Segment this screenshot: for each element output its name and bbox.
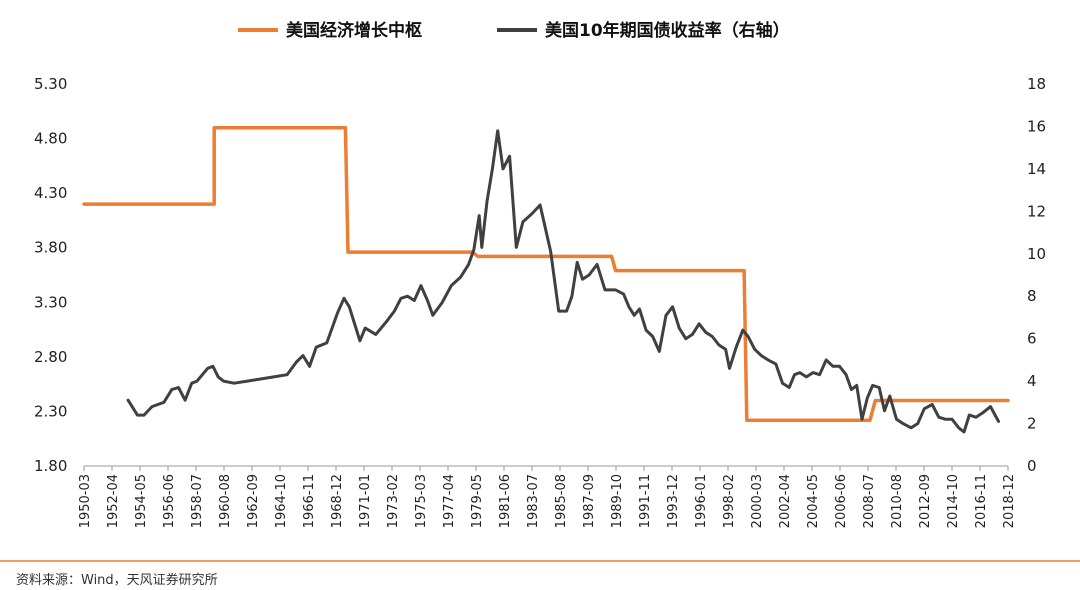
- x-tick-label: 2014-10: [946, 474, 961, 528]
- y-left-tick-label: 4.80: [34, 130, 67, 148]
- x-tick-label: 1977-04: [442, 474, 457, 528]
- x-tick-label: 1952-04: [106, 474, 121, 528]
- x-tick-label: 1960-08: [218, 474, 233, 528]
- legend-label-yield: 美国10年期国债收益率（右轴）: [545, 20, 790, 41]
- x-tick-label: 2010-08: [890, 474, 905, 528]
- x-tick-label: 1996-01: [694, 474, 709, 528]
- y-right-tick-label: 16: [1027, 117, 1046, 135]
- y-right-tick-label: 8: [1027, 287, 1037, 305]
- legend: 美国经济增长中枢 美国10年期国债收益率（右轴）: [238, 20, 790, 41]
- x-tick-label: 1993-12: [666, 474, 681, 528]
- x-tick-label: 1958-07: [190, 474, 205, 528]
- series: [82, 125, 1010, 434]
- x-tick-label: 1985-08: [554, 474, 569, 528]
- x-tick-label: 1981-06: [498, 474, 513, 528]
- y-left-tick-label: 1.80: [34, 457, 67, 475]
- legend-label-growth: 美国经济增长中枢: [286, 20, 422, 41]
- x-tick-label: 2004-05: [806, 474, 821, 528]
- x-tick-label: 1973-02: [386, 474, 401, 528]
- x-tick-label: 1979-05: [470, 474, 485, 528]
- y-right-tick-label: 10: [1027, 245, 1046, 263]
- x-tick-label: 1991-11: [638, 474, 653, 528]
- y-right-tick-label: 0: [1027, 457, 1037, 475]
- x-tick-label: 2016-11: [974, 474, 989, 528]
- y-left-tick-label: 3.30: [34, 293, 67, 311]
- x-tick-label: 1954-05: [134, 474, 149, 528]
- x-tick-label: 1975-03: [414, 474, 429, 528]
- y-right-tick-label: 18: [1027, 75, 1046, 93]
- y-right-tick-label: 4: [1027, 372, 1037, 390]
- x-tick-label: 2018-12: [1002, 474, 1017, 528]
- x-tick-label: 2008-07: [862, 474, 877, 528]
- x-tick-label: 1956-06: [162, 474, 177, 528]
- y-right-tick-label: 12: [1027, 202, 1046, 220]
- x-tick-label: 2006-06: [834, 474, 849, 528]
- x-tick-label: 1962-09: [246, 474, 261, 528]
- x-tick-label: 1964-10: [274, 474, 289, 528]
- y-left-tick-label: 2.30: [34, 402, 67, 420]
- x-tick-label: 2012-09: [918, 474, 933, 528]
- axes: 1.80 2.30 2.80 3.30 3.80 4.30 4.80 5.30 0 2 4 6 8 10 1…: [34, 75, 1046, 528]
- y-right-tick-label: 14: [1027, 160, 1046, 178]
- x-tick-label: 1968-12: [330, 474, 345, 528]
- x-tick-label: 1983-07: [526, 474, 541, 528]
- y-right-tick-label: 2: [1027, 415, 1037, 433]
- x-tick-label: 1998-02: [722, 474, 737, 528]
- x-tick-label: 1950-03: [78, 474, 93, 528]
- x-tick-label: 2000-03: [750, 474, 765, 528]
- x-tick-label: 1989-10: [610, 474, 625, 528]
- series-line-yield: [126, 129, 1000, 434]
- x-tick-label: 1966-11: [302, 474, 317, 528]
- y-left-tick-label: 2.80: [34, 348, 67, 366]
- y-left-tick-label: 3.80: [34, 239, 67, 257]
- source-note: 资料来源：Wind，天风证券研究所: [16, 573, 218, 588]
- series-line-growth: [82, 125, 1010, 422]
- x-tick-label: 1987-09: [582, 474, 597, 528]
- y-right-tick-label: 6: [1027, 330, 1037, 348]
- y-left-tick-label: 4.30: [34, 184, 67, 202]
- y-left-tick-label: 5.30: [34, 75, 67, 93]
- x-tick-label: 1971-01: [358, 474, 373, 528]
- x-tick-label: 2002-04: [778, 474, 793, 528]
